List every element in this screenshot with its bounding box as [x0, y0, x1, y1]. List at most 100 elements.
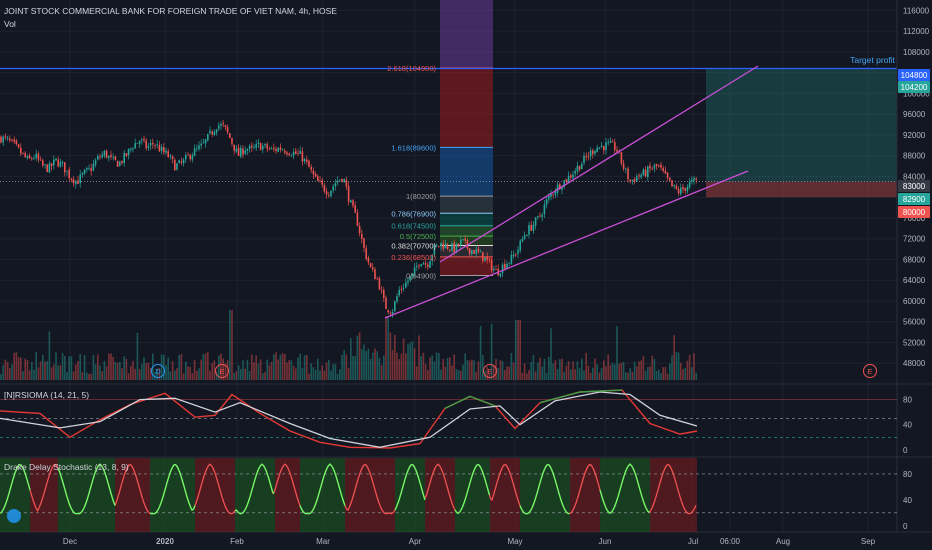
long-position-tool[interactable]: Target profit — [0, 55, 897, 198]
volume-bar — [653, 358, 656, 380]
volume-bar — [543, 358, 546, 380]
fib-label: 0.382(70700) — [391, 241, 436, 250]
rsi-panel-title: [N]RSIOMA (14, 21, 5) — [4, 390, 90, 400]
candle-body — [28, 155, 31, 159]
price-channel[interactable] — [384, 65, 759, 319]
volume-bar — [158, 368, 161, 380]
candle-body — [482, 252, 484, 261]
candle-body — [638, 175, 640, 177]
volume-bar — [222, 358, 224, 380]
volume-bar — [387, 316, 389, 380]
candle-body — [2, 136, 4, 143]
candle-body — [59, 161, 62, 167]
volume-bar — [325, 362, 328, 380]
volume-bar — [226, 360, 229, 380]
volume-bar — [319, 370, 321, 380]
candle-body — [627, 168, 629, 180]
volume-bar — [15, 352, 18, 380]
volume-bar — [193, 359, 196, 380]
candle-body — [264, 144, 266, 146]
candle-body — [556, 184, 559, 193]
volume-bar — [644, 370, 647, 380]
volume-bar — [528, 370, 530, 380]
stoch-zone-red — [195, 458, 235, 532]
volume-bar — [479, 326, 482, 380]
candle-body — [532, 224, 535, 231]
candle-body — [374, 269, 376, 280]
candle-body — [213, 131, 216, 135]
candle-body — [625, 168, 627, 170]
rsioma-indicator — [0, 389, 897, 449]
price-badge-label: 104800 — [901, 71, 928, 80]
volume-bar — [691, 367, 693, 380]
candle-body — [301, 151, 304, 162]
candle-body — [81, 173, 84, 175]
candle-body — [121, 161, 123, 163]
candle-body — [75, 180, 77, 185]
time-axis[interactable]: Dec 2020 Feb Mar Apr May Jun Jul 06:00 Aug Sep — [63, 537, 876, 546]
candle-body — [416, 266, 418, 267]
volume-bar — [347, 368, 350, 380]
volume-bar — [123, 356, 125, 380]
volume-bar — [391, 349, 394, 380]
candle-body — [39, 159, 42, 161]
candle-body — [477, 248, 480, 252]
candle-body — [372, 267, 374, 270]
volume-bar — [420, 356, 422, 380]
volume-bar — [94, 364, 97, 380]
volume-bar — [424, 363, 427, 380]
volume-bar — [281, 353, 284, 380]
candle-body — [193, 148, 196, 157]
candle-body — [169, 155, 172, 157]
candle-body — [644, 169, 647, 177]
volume-bar — [453, 354, 455, 380]
volume-bar — [46, 361, 48, 380]
candle-body — [53, 159, 55, 166]
candle-body — [215, 129, 218, 133]
volume-bar — [275, 352, 277, 380]
candle-body — [378, 278, 381, 290]
candle-body — [20, 147, 22, 154]
volume-bar — [22, 371, 24, 380]
fib-label: 2.618(104900) — [387, 64, 436, 73]
candle-body — [666, 172, 669, 178]
volume-bar — [39, 361, 42, 380]
candle-body — [185, 154, 187, 160]
fib-zone-purple — [440, 0, 493, 68]
candle-body — [222, 123, 224, 125]
price-tick-label: 60000 — [903, 297, 926, 306]
volume-bar — [449, 357, 451, 380]
volume-bar — [343, 349, 345, 380]
volume-bar — [457, 370, 460, 380]
volume-bar — [286, 362, 288, 380]
candle-body — [515, 254, 517, 256]
candle-body — [248, 146, 251, 149]
volume-bar — [367, 348, 370, 380]
candle-body — [202, 142, 205, 144]
candle-body — [77, 180, 79, 184]
candle-body — [361, 233, 363, 239]
candle-body — [431, 255, 433, 262]
volume-bar — [581, 358, 583, 380]
candle-body — [380, 290, 383, 292]
candle-body — [422, 263, 425, 265]
candle-body — [633, 179, 636, 182]
stoch-zone-green — [235, 458, 275, 532]
price-axis[interactable]: 1160001120001080001040001000009600092000… — [898, 6, 930, 531]
candle-body — [50, 163, 53, 167]
volume-bar — [215, 371, 218, 380]
volume-bar — [37, 367, 40, 380]
volume-bar — [660, 373, 662, 380]
candle-body — [616, 149, 618, 152]
volume-bar — [563, 372, 565, 380]
candle-body — [325, 191, 328, 195]
volume-bar — [532, 355, 535, 380]
price-tick-label: 64000 — [903, 276, 926, 285]
candle-body — [319, 180, 321, 182]
stoch-zone-red — [490, 458, 520, 532]
candle-body — [565, 179, 568, 183]
volume-bar — [339, 369, 341, 380]
volume-bar — [235, 371, 238, 380]
